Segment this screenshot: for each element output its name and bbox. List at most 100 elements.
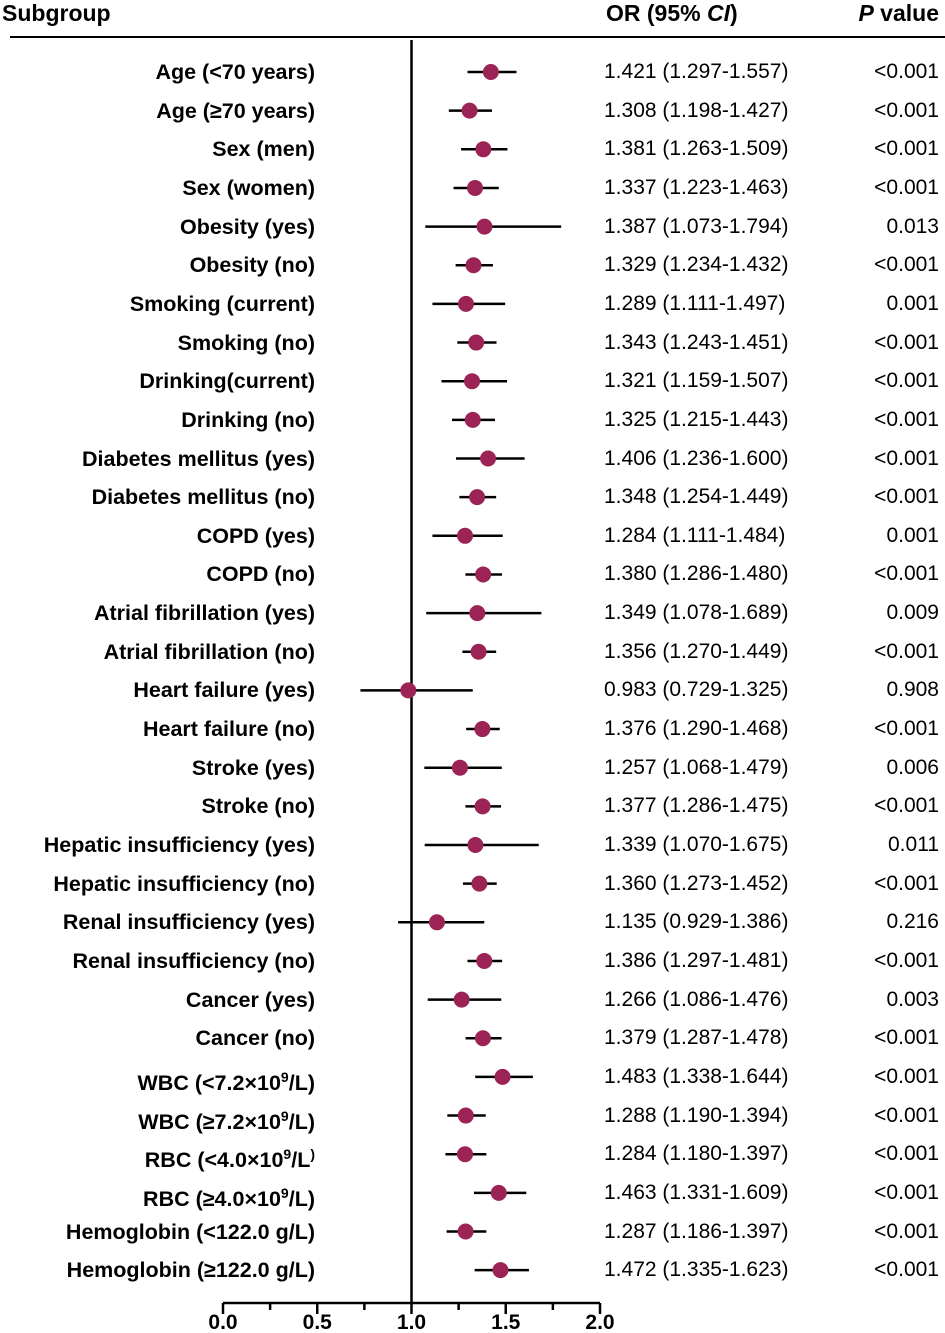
or-point: [482, 64, 499, 80]
p-value: <0.001: [874, 330, 939, 354]
subgroup-label: Atrial fibrillation (no): [103, 639, 315, 664]
p-value: <0.001: [874, 1219, 939, 1243]
p-value-header: P value: [858, 0, 939, 27]
subgroup-label: Diabetes mellitus (no): [91, 485, 315, 510]
or-point: [471, 875, 488, 892]
p-value: <0.001: [874, 1064, 939, 1088]
p-value: 0.011: [888, 833, 939, 856]
or-ci-value: 1.289 (1.111-1.497): [604, 291, 786, 315]
or-point: [474, 721, 491, 738]
subgroup-label: Atrial fibrillation (yes): [93, 601, 315, 626]
p-value: 0.003: [886, 987, 939, 1011]
or-point: [476, 952, 493, 969]
or-point: [453, 991, 470, 1008]
or-point: [464, 373, 481, 390]
or-point: [492, 1262, 509, 1279]
subgroup-label: Cancer (no): [195, 1026, 315, 1051]
p-value: <0.001: [874, 794, 939, 818]
p-header-italic: P: [858, 0, 874, 26]
subgroup-header: Subgroup: [2, 0, 111, 26]
or-ci-value: 1.483 (1.338-1.644): [604, 1064, 789, 1088]
or-point: [457, 1107, 474, 1124]
subgroup-label: Renal insufficiency (no): [72, 948, 315, 973]
or-ci-value: 1.257 (1.068-1.479): [604, 755, 789, 779]
p-value: <0.001: [874, 98, 939, 122]
p-value: <0.001: [874, 407, 939, 431]
subgroup-label: Sex (women): [182, 175, 315, 200]
or-ci-value: 0.983 (0.729-1.325): [604, 678, 789, 702]
x-tick-label: 1.5: [491, 1311, 521, 1333]
or-ci-value: 1.356 (1.270-1.449): [604, 639, 789, 663]
or-point: [457, 527, 474, 544]
or-point: [451, 759, 468, 776]
subgroup-label: Age (<70 years): [155, 60, 315, 84]
or-ci-value: 1.380 (1.286-1.480): [604, 562, 789, 586]
or-point: [465, 257, 482, 274]
or-ci-value: 1.337 (1.223-1.463): [604, 175, 789, 199]
subgroup-label: Hemoglobin (<122.0 g/L): [65, 1219, 315, 1244]
or-point: [476, 218, 493, 235]
or-ci-value: 1.329 (1.234-1.432): [604, 253, 789, 277]
or-ci-value: 1.287 (1.186-1.397): [604, 1219, 789, 1243]
header-rule: [10, 36, 945, 38]
p-value: 0.009: [886, 601, 939, 625]
subgroup-label: Smoking (no): [177, 330, 315, 355]
subgroup-label: RBC (≥4.0×109/L): [143, 1184, 315, 1211]
or-ci-value: 1.135 (0.929-1.386): [604, 910, 789, 934]
or-point: [464, 411, 481, 428]
p-value: 0.001: [886, 291, 939, 315]
or-point: [457, 1223, 474, 1240]
subgroup-label: Renal insufficiency (yes): [62, 910, 315, 935]
subgroup-label: Drinking (no): [181, 407, 315, 432]
subgroup-label: Sex (men): [212, 137, 315, 162]
or-ci-value: 1.386 (1.297-1.481): [604, 948, 789, 972]
subgroup-label: Heart failure (yes): [133, 678, 315, 703]
or-ci-value: 1.343 (1.243-1.451): [604, 330, 789, 354]
p-value: <0.001: [874, 60, 939, 83]
subgroup-label: Cancer (yes): [185, 987, 315, 1012]
p-value: <0.001: [874, 639, 939, 663]
or-point: [470, 643, 487, 660]
subgroup-label: Age (≥70 years): [156, 98, 315, 123]
p-value: <0.001: [874, 369, 939, 393]
or-ci-value: 1.360 (1.273-1.452): [604, 871, 789, 895]
or-point: [400, 682, 417, 699]
p-value: <0.001: [874, 717, 939, 741]
or-point: [428, 914, 445, 931]
subgroup-label: Stroke (no): [201, 794, 315, 819]
or-ci-value: 1.349 (1.078-1.689): [604, 601, 789, 625]
p-value: <0.001: [874, 485, 939, 509]
p-value: <0.001: [874, 562, 939, 586]
or-ci-value: 1.284 (1.180-1.397): [604, 1142, 789, 1166]
or-point: [480, 450, 497, 467]
subgroup-label: Drinking(current): [139, 369, 315, 394]
or-point: [475, 141, 492, 158]
or-ci-value: 1.308 (1.198-1.427): [604, 98, 789, 122]
or-ci-value: 1.379 (1.287-1.478): [604, 1026, 789, 1050]
or-ci-value: 1.406 (1.236-1.600): [604, 446, 789, 470]
or-ci-value: 1.421 (1.297-1.557): [604, 60, 789, 83]
or-point: [469, 489, 486, 506]
p-value: <0.001: [874, 137, 939, 161]
p-value: 0.216: [886, 910, 939, 934]
subgroup-label: Smoking (current): [129, 291, 315, 316]
or-point: [490, 1184, 507, 1201]
p-value: <0.001: [874, 1142, 939, 1166]
subgroup-label: RBC (<4.0×109/L): [144, 1146, 315, 1173]
x-tick-label: 2.0: [585, 1311, 614, 1333]
or-ci-value: 1.266 (1.086-1.476): [604, 987, 789, 1011]
p-value: <0.001: [874, 175, 939, 199]
p-value: <0.001: [874, 1026, 939, 1050]
subgroup-label: Obesity (no): [189, 253, 315, 278]
p-value: <0.001: [874, 1103, 939, 1127]
p-value: <0.001: [874, 446, 939, 470]
subgroup-label: Hepatic insufficiency (yes): [43, 833, 315, 857]
subgroup-label: Obesity (yes): [179, 214, 315, 239]
or-ci-value: 1.348 (1.254-1.449): [604, 485, 789, 509]
x-tick-label: 0.0: [208, 1311, 237, 1333]
or-point: [467, 837, 484, 853]
or-ci-value: 1.284 (1.111-1.484): [604, 523, 786, 547]
or-header-prefix: OR (95%: [606, 0, 707, 26]
or-point: [494, 1068, 511, 1085]
